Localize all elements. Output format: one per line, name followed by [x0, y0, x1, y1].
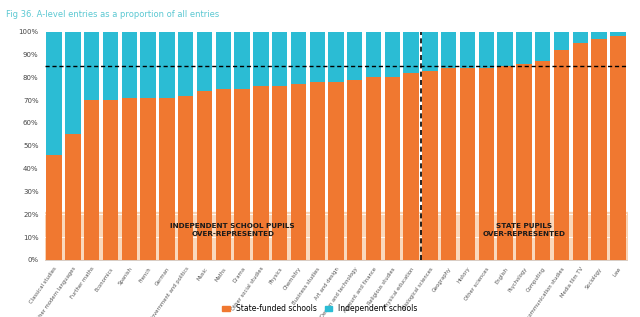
Bar	[122, 32, 137, 98]
Bar	[347, 32, 362, 80]
Bar	[441, 68, 456, 260]
Bar	[122, 98, 137, 260]
Bar	[535, 61, 550, 260]
Bar	[196, 32, 212, 91]
Bar	[347, 80, 362, 260]
Bar	[253, 32, 269, 87]
Bar	[554, 50, 569, 260]
Bar	[366, 77, 381, 260]
Bar	[403, 73, 419, 260]
Bar	[178, 32, 193, 96]
Bar	[159, 98, 175, 260]
Bar	[460, 68, 476, 260]
Bar	[216, 32, 231, 89]
Bar	[84, 100, 99, 260]
Bar	[178, 96, 193, 260]
Bar	[497, 32, 513, 66]
Bar	[422, 70, 438, 260]
Bar	[497, 66, 513, 260]
Bar	[535, 32, 550, 61]
Bar	[234, 89, 250, 260]
Bar	[47, 32, 62, 155]
Bar	[573, 43, 588, 260]
Bar	[516, 32, 532, 64]
Bar	[234, 32, 250, 89]
Bar	[65, 134, 81, 260]
Text: STATE PUPILS
OVER-REPRESENTED: STATE PUPILS OVER-REPRESENTED	[483, 223, 565, 237]
Bar	[103, 32, 118, 100]
Bar	[159, 32, 175, 98]
Text: Fig 36. A-level entries as a proportion of all entries: Fig 36. A-level entries as a proportion …	[6, 10, 220, 18]
Bar	[272, 87, 287, 260]
Bar	[140, 98, 156, 260]
Bar	[403, 32, 419, 73]
Text: INDEPENDENT SCHOOL PUPILS
OVER-REPRESENTED: INDEPENDENT SCHOOL PUPILS OVER-REPRESENT…	[170, 223, 295, 237]
Bar	[84, 32, 99, 100]
Bar	[328, 32, 344, 82]
Bar	[216, 89, 231, 260]
Bar	[310, 82, 325, 260]
Bar	[103, 100, 118, 260]
Bar	[366, 32, 381, 77]
Bar	[610, 32, 625, 36]
Bar	[591, 32, 607, 39]
Bar	[441, 32, 456, 68]
Legend: State-funded schools, Independent schools: State-funded schools, Independent school…	[222, 304, 418, 313]
Bar	[310, 32, 325, 82]
Bar	[140, 32, 156, 98]
Bar	[385, 32, 400, 77]
Bar	[253, 87, 269, 260]
Bar	[272, 32, 287, 87]
Bar	[196, 91, 212, 260]
Bar	[479, 32, 494, 68]
Bar	[291, 84, 306, 260]
Bar	[460, 32, 476, 68]
Bar	[479, 68, 494, 260]
Bar	[516, 64, 532, 260]
Bar	[65, 32, 81, 134]
Bar	[385, 77, 400, 260]
Bar	[328, 82, 344, 260]
Bar	[554, 32, 569, 50]
Bar	[610, 36, 625, 260]
Bar	[291, 32, 306, 84]
Bar	[573, 32, 588, 43]
Bar	[591, 39, 607, 260]
Bar	[422, 32, 438, 70]
Bar	[47, 155, 62, 260]
